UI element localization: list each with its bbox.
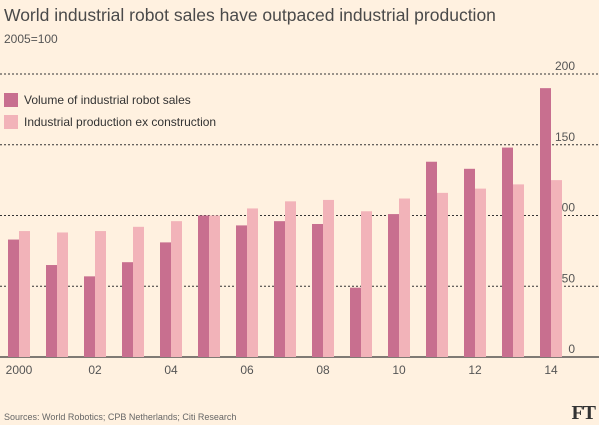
bar-robot-sales bbox=[350, 287, 361, 357]
bar-robot-sales bbox=[198, 215, 209, 357]
bar-robot-sales bbox=[502, 147, 513, 357]
bar-robot-sales bbox=[464, 168, 475, 357]
bar-robot-sales bbox=[84, 276, 95, 357]
bar-robot-sales bbox=[388, 214, 399, 357]
bar-industrial-production bbox=[209, 215, 220, 357]
bar-robot-sales bbox=[8, 239, 19, 357]
bar-industrial-production bbox=[19, 231, 30, 357]
bar-robot-sales bbox=[426, 161, 437, 357]
legend-swatch-industrial-production bbox=[4, 115, 18, 129]
x-tick-label: 10 bbox=[392, 363, 406, 377]
bar-industrial-production bbox=[285, 201, 296, 357]
y-tick-label: 50 bbox=[562, 271, 576, 285]
legend-swatch-robot-sales bbox=[4, 93, 18, 107]
bar-robot-sales bbox=[274, 221, 285, 357]
bar-industrial-production bbox=[399, 198, 410, 357]
bar-robot-sales bbox=[236, 225, 247, 357]
bar-industrial-production bbox=[95, 231, 106, 357]
bar-robot-sales bbox=[540, 88, 551, 358]
bar-industrial-production bbox=[247, 208, 258, 357]
legend-label-industrial-production: Industrial production ex construction bbox=[24, 115, 217, 129]
bar-robot-sales bbox=[46, 265, 57, 357]
bar-robot-sales bbox=[122, 262, 133, 357]
bar-industrial-production bbox=[133, 226, 144, 357]
bar-industrial-production bbox=[475, 188, 486, 357]
chart-subtitle: 2005=100 bbox=[4, 32, 58, 46]
bar-industrial-production bbox=[171, 221, 182, 357]
source-note: Sources: World Robotics; CPB Netherlands… bbox=[4, 412, 237, 422]
y-tick-label: 200 bbox=[555, 59, 575, 73]
legend-item-industrial-production: Industrial production ex construction bbox=[4, 115, 216, 129]
x-tick-label: 02 bbox=[88, 363, 102, 377]
x-tick-label: 04 bbox=[164, 363, 178, 377]
bar-industrial-production bbox=[551, 180, 562, 357]
legend-label-robot-sales: Volume of industrial robot sales bbox=[24, 93, 191, 107]
bar-industrial-production bbox=[513, 184, 524, 357]
bar-industrial-production bbox=[57, 232, 68, 357]
x-tick-label: 12 bbox=[468, 363, 482, 377]
bar-robot-sales bbox=[160, 242, 171, 357]
x-tick-label: 06 bbox=[240, 363, 254, 377]
x-tick-label: 14 bbox=[544, 363, 558, 377]
legend-item-robot-sales: Volume of industrial robot sales bbox=[4, 93, 191, 107]
bar-robot-sales bbox=[312, 223, 323, 357]
y-tick-label: 0 bbox=[568, 342, 575, 356]
y-tick-label: 150 bbox=[555, 130, 575, 144]
bar-industrial-production bbox=[361, 211, 372, 357]
ft-logo: FT bbox=[571, 402, 596, 424]
x-tick-label: 2000 bbox=[6, 363, 33, 377]
bar-industrial-production bbox=[437, 192, 448, 357]
x-tick-label: 08 bbox=[316, 363, 330, 377]
bar-industrial-production bbox=[323, 199, 334, 357]
chart-title: World industrial robot sales have outpac… bbox=[4, 5, 496, 25]
